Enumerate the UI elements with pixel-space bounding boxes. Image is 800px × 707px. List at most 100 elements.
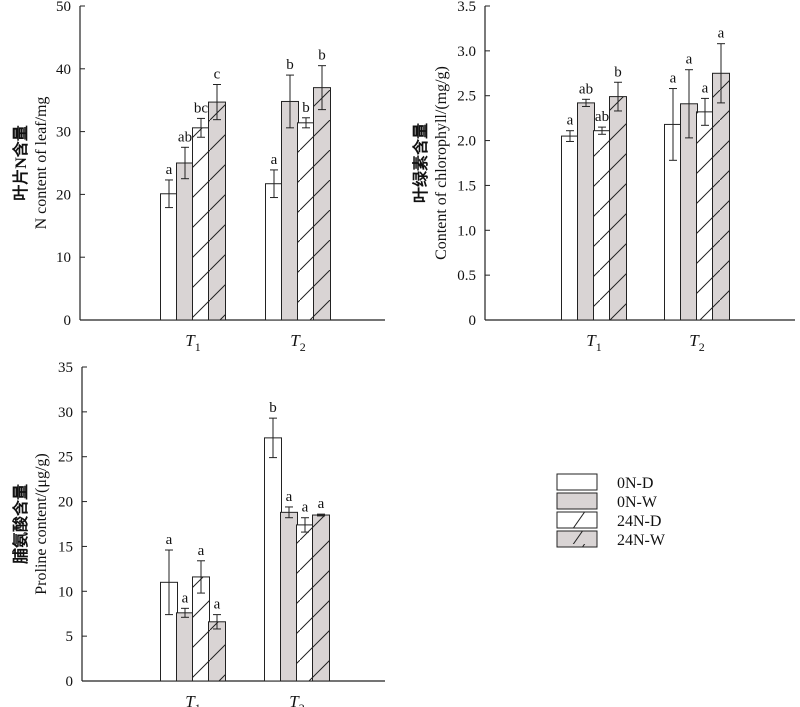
y-tick-label: 0 [66, 674, 74, 690]
y-axis-title-en: Proline content/(μg/g) [33, 453, 50, 594]
y-tick-label: 3.0 [457, 44, 476, 60]
y-tick-label: 2.0 [457, 134, 476, 150]
significance-letter: b [614, 64, 622, 80]
significance-letter: a [686, 52, 693, 68]
y-tick-label: 1.0 [457, 223, 476, 239]
bar-hatch [696, 111, 714, 320]
legend-swatch-hatch [557, 531, 597, 547]
legend-swatch-0N-W [556, 492, 598, 510]
y-tick-label: 15 [58, 539, 73, 555]
significance-letter: a [166, 162, 173, 178]
x-tick-label: T2 [290, 331, 305, 354]
x-tick-subscript: 2 [299, 701, 305, 707]
x-tick-subscript: 2 [300, 340, 306, 354]
x-tick-letter: T [586, 331, 597, 350]
y-tick-label: 2.5 [457, 89, 476, 105]
significance-letter: bc [194, 100, 209, 116]
bar-hatch [192, 576, 210, 681]
x-tick-subscript: 1 [195, 340, 201, 354]
significance-letter: a [166, 532, 173, 548]
significance-letter: a [271, 152, 278, 168]
significance-letter: a [214, 597, 221, 613]
bar-hatch [712, 73, 730, 321]
y-tick-label: 1.5 [457, 178, 476, 194]
x-tick-letter: T [289, 692, 300, 707]
significance-letter: a [318, 496, 325, 512]
x-tick-label: T1 [185, 692, 200, 707]
bar-hatch [192, 127, 210, 320]
y-tick-label: 25 [58, 450, 73, 466]
x-tick-letter: T [185, 331, 196, 350]
x-tick-subscript: 1 [596, 340, 602, 354]
y-axis-title-zh: 脯氨酸含量 [11, 484, 30, 564]
x-tick-subscript: 1 [195, 701, 201, 707]
legend: 0N-D 0N-W 24N-D 24N-W [556, 473, 666, 549]
y-axis-title-en: Content of chlorophyll/(mg/g) [433, 66, 450, 260]
bar-0N-D-T1 [160, 193, 178, 321]
bar-hatch [313, 87, 331, 320]
y-axis-title: 脯氨酸含量 Proline content/(μg/g) [11, 453, 50, 594]
y-tick-label: 30 [58, 405, 73, 421]
bar-hatch [609, 96, 627, 321]
y-tick-label: 35 [58, 360, 73, 376]
y-axis-title-zh: 叶绿素含量 [411, 123, 430, 203]
x-tick-letter: T [689, 331, 700, 350]
bar-0N-W-T2 [281, 100, 299, 321]
x-tick-letter: T [185, 692, 196, 707]
x-tick-label: T2 [289, 692, 304, 707]
significance-letter: b [318, 48, 326, 64]
bar-hatch [312, 515, 330, 681]
legend-swatch-hatch [557, 512, 597, 528]
y-tick-label: 50 [56, 0, 71, 15]
y-tick-label: 0 [64, 313, 72, 329]
y-tick-label: 3.5 [457, 0, 476, 15]
significance-letter: a [718, 26, 725, 42]
x-tick-label: T2 [689, 331, 704, 354]
y-axis-title: 叶片N含量 N content of leaf/mg [11, 97, 50, 230]
chart-panel-top-right: 0 0.5 1.0 1.5 2.0 2.5 3.0 3.5 叶绿素含量 Content of ch… [411, 0, 795, 354]
bar-hatch [297, 122, 315, 320]
significance-letter: a [567, 113, 574, 129]
y-tick-label: 0 [469, 313, 477, 329]
significance-letter: c [214, 67, 221, 83]
y-tick-label: 20 [56, 187, 71, 203]
y-tick-label: 30 [56, 125, 71, 141]
bar-hatch [208, 102, 226, 320]
bar-hatch [296, 524, 314, 681]
y-axis-title-en: N content of leaf/mg [33, 97, 50, 230]
significance-letter: ab [595, 109, 609, 125]
legend-label: 0N-D [617, 475, 653, 492]
significance-letter: b [302, 100, 310, 116]
y-tick-label: 10 [56, 250, 71, 266]
y-tick-label: 5 [66, 629, 74, 645]
y-axis-title-zh: 叶片N含量 [11, 125, 30, 201]
legend-swatch-0N-D [556, 473, 598, 491]
bar-0N-D-T2 [264, 437, 282, 682]
significance-letter: a [670, 71, 677, 87]
chart-panel-bottom-left: 0 5 10 15 20 25 30 35 脯氨酸含量 Proline content/(μg/g… [11, 360, 385, 707]
x-tick-letter: T [290, 331, 301, 350]
bar-0N-W-T1 [577, 102, 595, 321]
y-axis-title: 叶绿素含量 Content of chlorophyll/(mg/g) [411, 66, 450, 260]
bar-0N-D-T2 [265, 183, 283, 321]
x-tick-subscript: 2 [699, 340, 705, 354]
legend-label: 24N-W [617, 532, 666, 549]
significance-letter: a [198, 543, 205, 559]
significance-letter: a [702, 80, 709, 96]
x-tick-label: T1 [185, 331, 200, 354]
significance-letter: b [269, 400, 277, 416]
y-tick-label: 20 [58, 495, 73, 511]
bar-hatch [593, 130, 611, 320]
significance-letter: a [182, 590, 189, 606]
bar-0N-W-T1 [176, 612, 194, 682]
x-tick-label: T1 [586, 331, 601, 354]
bar-0N-W-T2 [280, 511, 298, 682]
significance-letter: a [286, 489, 293, 505]
bar-0N-W-T1 [176, 162, 194, 321]
legend-label: 24N-D [617, 513, 661, 530]
bar-hatch [208, 621, 226, 681]
y-tick-label: 10 [58, 584, 73, 600]
